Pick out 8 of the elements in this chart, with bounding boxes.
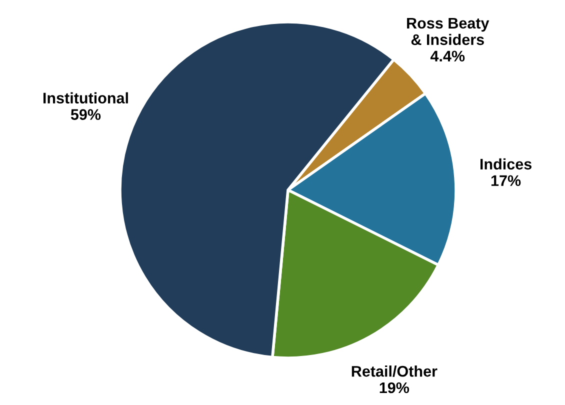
data-label: 4.4% <box>430 50 465 62</box>
slice-label: Institutional <box>43 92 128 104</box>
data-label: 59% <box>70 109 101 120</box>
slice-label: Indices <box>480 158 532 170</box>
slice-label: Retail/Other <box>352 366 438 377</box>
data-label: 17% <box>491 175 521 186</box>
slice-label: Ross Beaty & Insiders <box>407 18 490 46</box>
data-label: 19% <box>380 382 410 394</box>
